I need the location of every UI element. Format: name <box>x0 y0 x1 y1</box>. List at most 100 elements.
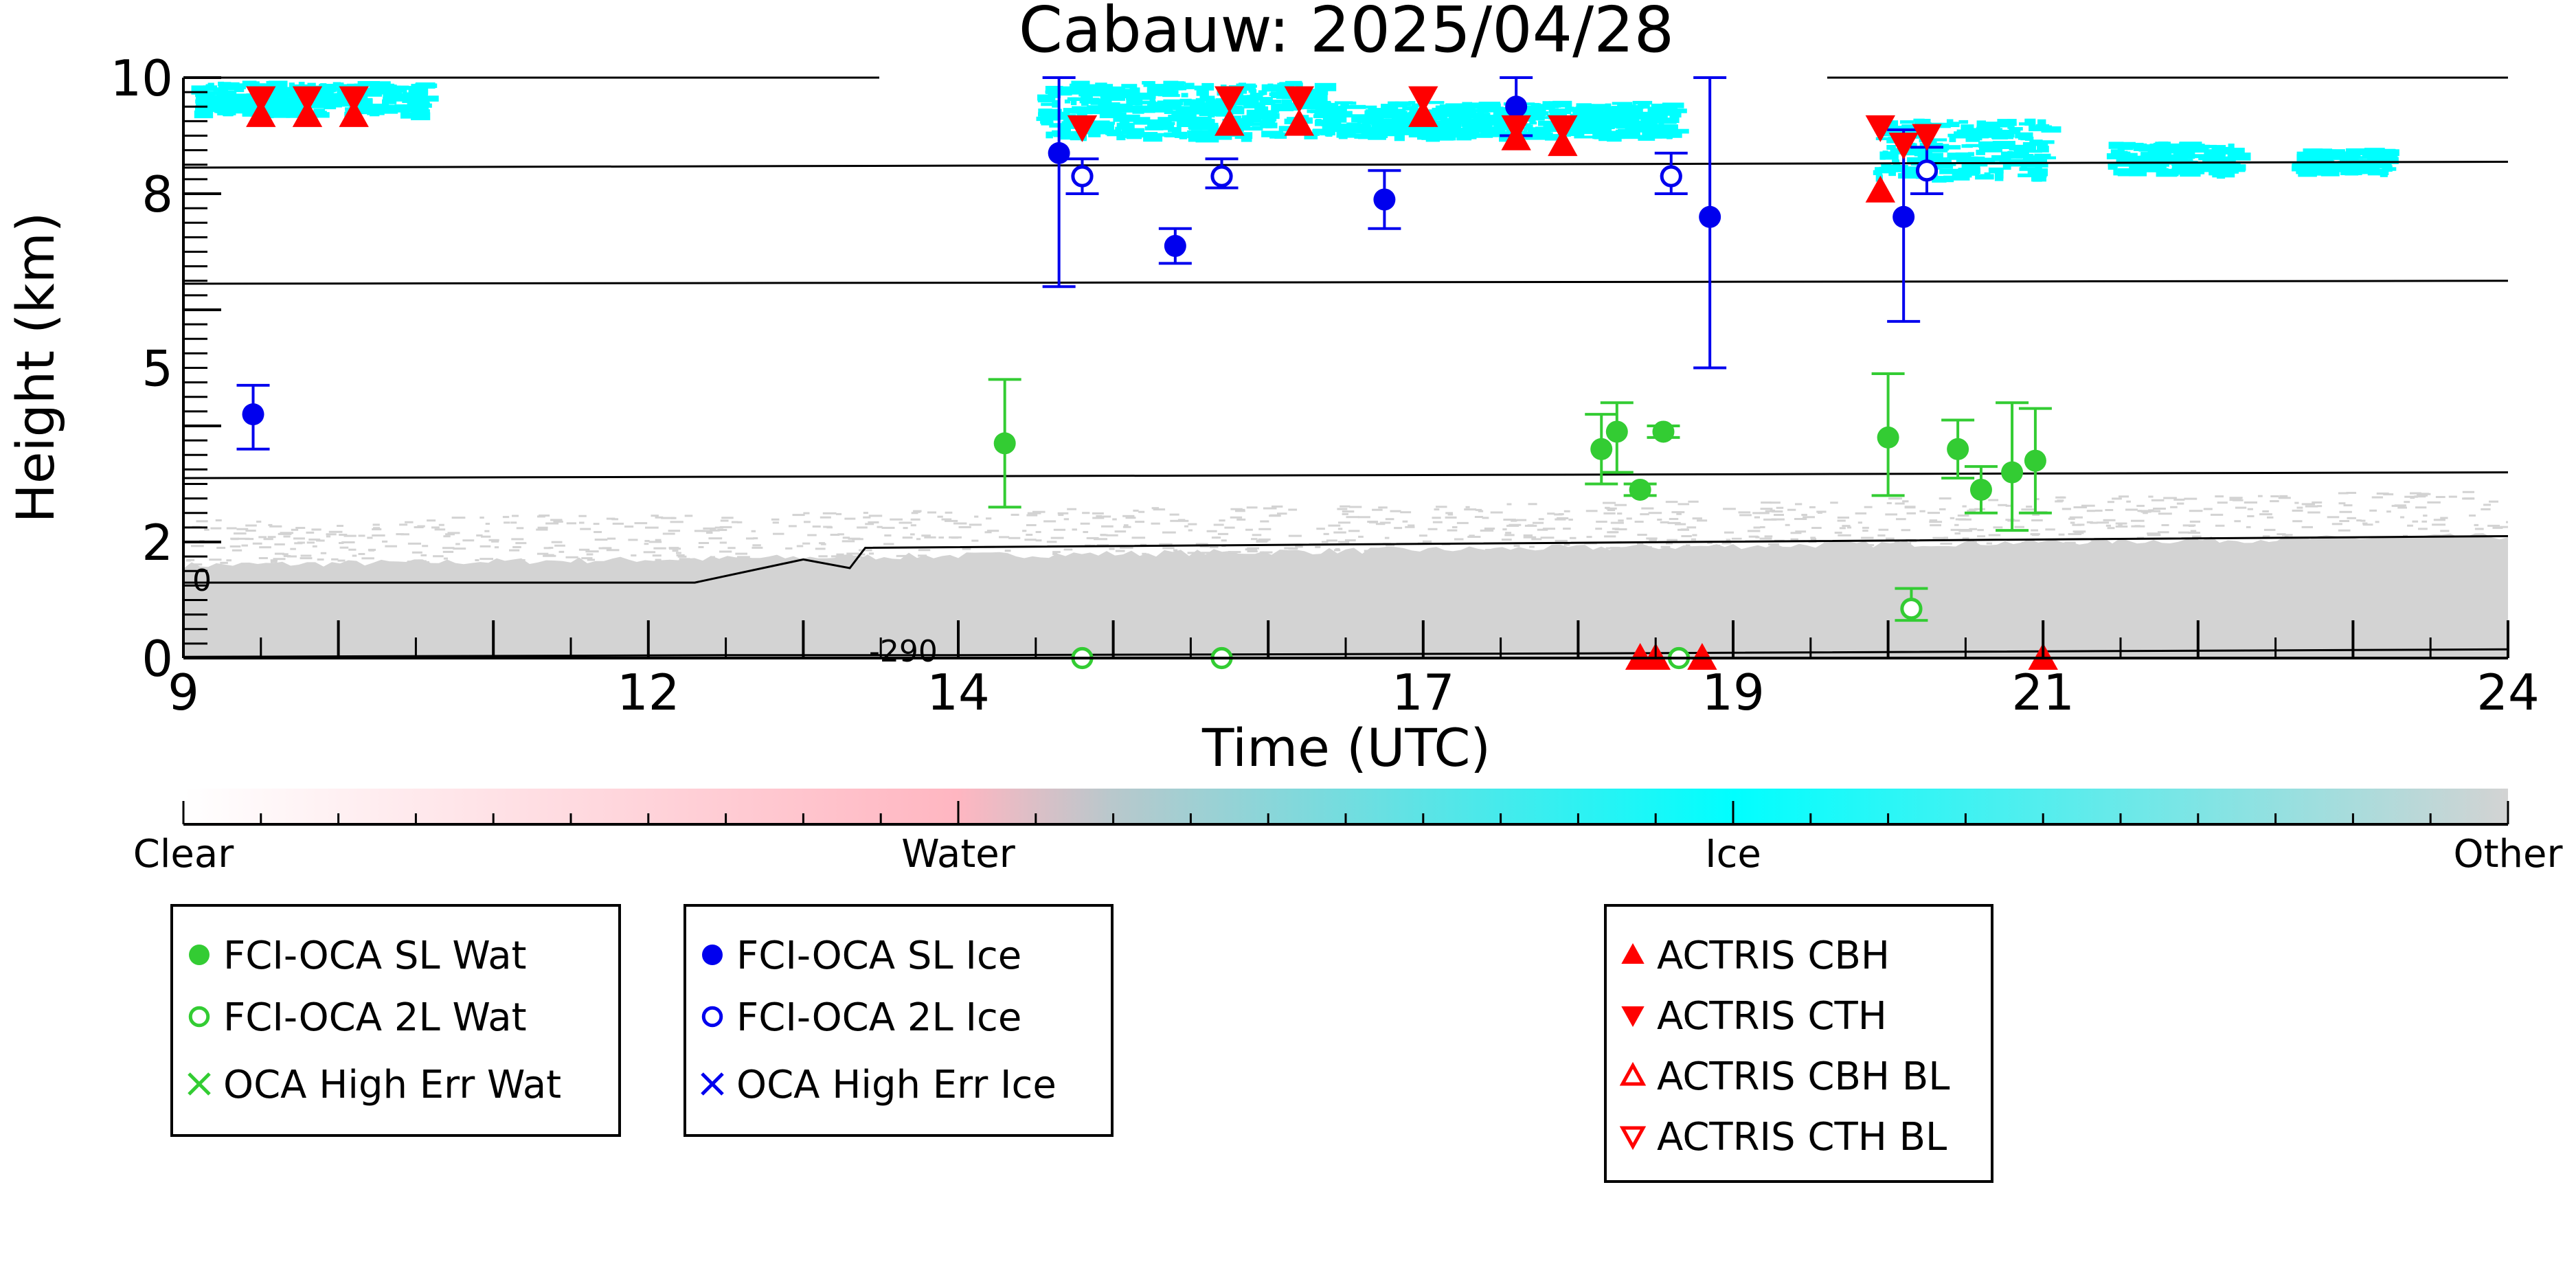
ice-speckle <box>1566 130 1585 134</box>
other-speckle <box>317 558 324 561</box>
ice-speckle <box>1614 116 1634 120</box>
other-speckle <box>2158 531 2169 534</box>
other-speckle <box>1772 510 1783 513</box>
other-speckle <box>1770 501 1781 504</box>
other-speckle <box>1523 534 1533 536</box>
other-speckle <box>2125 508 2138 511</box>
colorbar-label-ice: Ice <box>1705 832 1761 877</box>
ice-speckle <box>1094 107 1117 115</box>
other-speckle <box>2371 496 2384 499</box>
ice-speckle <box>1482 105 1498 112</box>
other-speckle <box>245 530 256 532</box>
other-speckle <box>1930 524 1942 527</box>
other-speckle <box>1569 536 1577 539</box>
other-speckle <box>1988 534 2001 536</box>
other-speckle <box>594 539 608 541</box>
legend-frame <box>683 904 1114 1137</box>
other-speckle <box>1846 526 1852 529</box>
other-speckle <box>1221 539 1227 542</box>
other-speckle <box>2376 493 2389 495</box>
ice-speckle <box>285 111 294 115</box>
colorbar-label-water: Water <box>901 832 1016 877</box>
ice-speckle <box>1058 127 1071 134</box>
other-speckle <box>278 532 292 535</box>
other-speckle <box>2045 528 2055 531</box>
legend-box-1: FCI-OCA SL Ice FCI-OCA 2L Ice OCA High Err… <box>683 904 1114 1137</box>
ice-speckle <box>1255 109 1266 113</box>
other-speckle <box>598 547 611 550</box>
other-speckle <box>2158 512 2172 515</box>
other-speckle <box>717 529 727 531</box>
ice-speckle <box>2181 145 2197 149</box>
other-speckle <box>1170 519 1178 522</box>
other-speckle <box>2137 510 2142 512</box>
other-speckle <box>918 549 931 552</box>
other-speckle <box>2064 541 2076 544</box>
other-speckle <box>1697 519 1708 522</box>
ice-speckle <box>1411 103 1425 107</box>
other-speckle <box>339 546 349 549</box>
ice-speckle <box>2022 142 2031 146</box>
series-fci-oca-2l-ice <box>1065 146 1943 195</box>
other-speckle <box>231 549 242 552</box>
other-speckle <box>1517 519 1527 521</box>
ice-speckle <box>415 87 429 95</box>
ice-speckle <box>1628 104 1636 113</box>
other-speckle <box>863 516 871 519</box>
other-speckle <box>1114 530 1127 533</box>
ice-speckle <box>211 99 233 103</box>
other-speckle <box>543 547 551 550</box>
other-speckle <box>1217 532 1229 535</box>
ice-speckle <box>1157 84 1175 92</box>
other-speckle <box>2301 526 2314 528</box>
ice-speckle <box>1636 122 1658 126</box>
other-speckle <box>1067 508 1077 510</box>
other-speckle <box>1609 547 1620 549</box>
other-speckle <box>668 530 681 532</box>
other-speckle <box>1640 513 1649 516</box>
other-speckle <box>1665 501 1678 504</box>
ice-speckle <box>1997 128 2003 134</box>
ice-speckle <box>1337 111 1353 117</box>
other-speckle <box>1605 547 1613 550</box>
ice-speckle <box>2029 139 2043 144</box>
legend-label-fci-oca-2l-ice: FCI-OCA 2L Ice <box>736 995 1021 1040</box>
other-speckle <box>628 539 638 541</box>
other-speckle <box>1096 515 1103 517</box>
other-speckle <box>2407 524 2413 527</box>
other-speckle <box>2148 510 2161 512</box>
point-fci-oca-sl-wat-7 <box>1969 478 1992 501</box>
ice-speckle <box>1305 94 1328 102</box>
ice-speckle <box>1888 129 1901 134</box>
ice-speckle <box>1052 130 1059 137</box>
other-speckle <box>1340 542 1350 545</box>
point-actris-cth-6 <box>1408 86 1438 113</box>
ice-speckle <box>1062 135 1075 139</box>
point-actris-cbh-8 <box>1865 175 1896 203</box>
x-tick-label-14: 14 <box>927 664 990 721</box>
ice-speckle <box>2354 166 2365 174</box>
ice-speckle <box>2320 168 2340 177</box>
other-speckle <box>1315 545 1321 548</box>
other-speckle <box>1102 515 1111 518</box>
ice-speckle <box>2343 151 2352 157</box>
other-speckle <box>1506 503 1512 506</box>
other-speckle <box>848 537 861 540</box>
ice-speckle <box>1072 109 1092 114</box>
ice-speckle <box>1037 98 1055 103</box>
other-speckle <box>252 542 262 545</box>
other-speckle <box>2235 506 2247 509</box>
other-speckle <box>1839 527 1846 530</box>
ice-speckle <box>1958 120 1969 124</box>
ice-speckle <box>1421 101 1445 104</box>
ice-speckle <box>1464 102 1481 109</box>
other-speckle <box>1043 520 1057 523</box>
other-speckle <box>372 534 385 536</box>
other-speckle <box>1125 517 1136 519</box>
other-speckle <box>1022 530 1027 532</box>
other-speckle <box>396 533 405 536</box>
legend-marker-fci-oca-sl-wat <box>189 945 210 965</box>
other-speckle <box>2105 524 2112 527</box>
other-speckle <box>1919 510 1925 512</box>
ice-speckle <box>363 106 370 113</box>
